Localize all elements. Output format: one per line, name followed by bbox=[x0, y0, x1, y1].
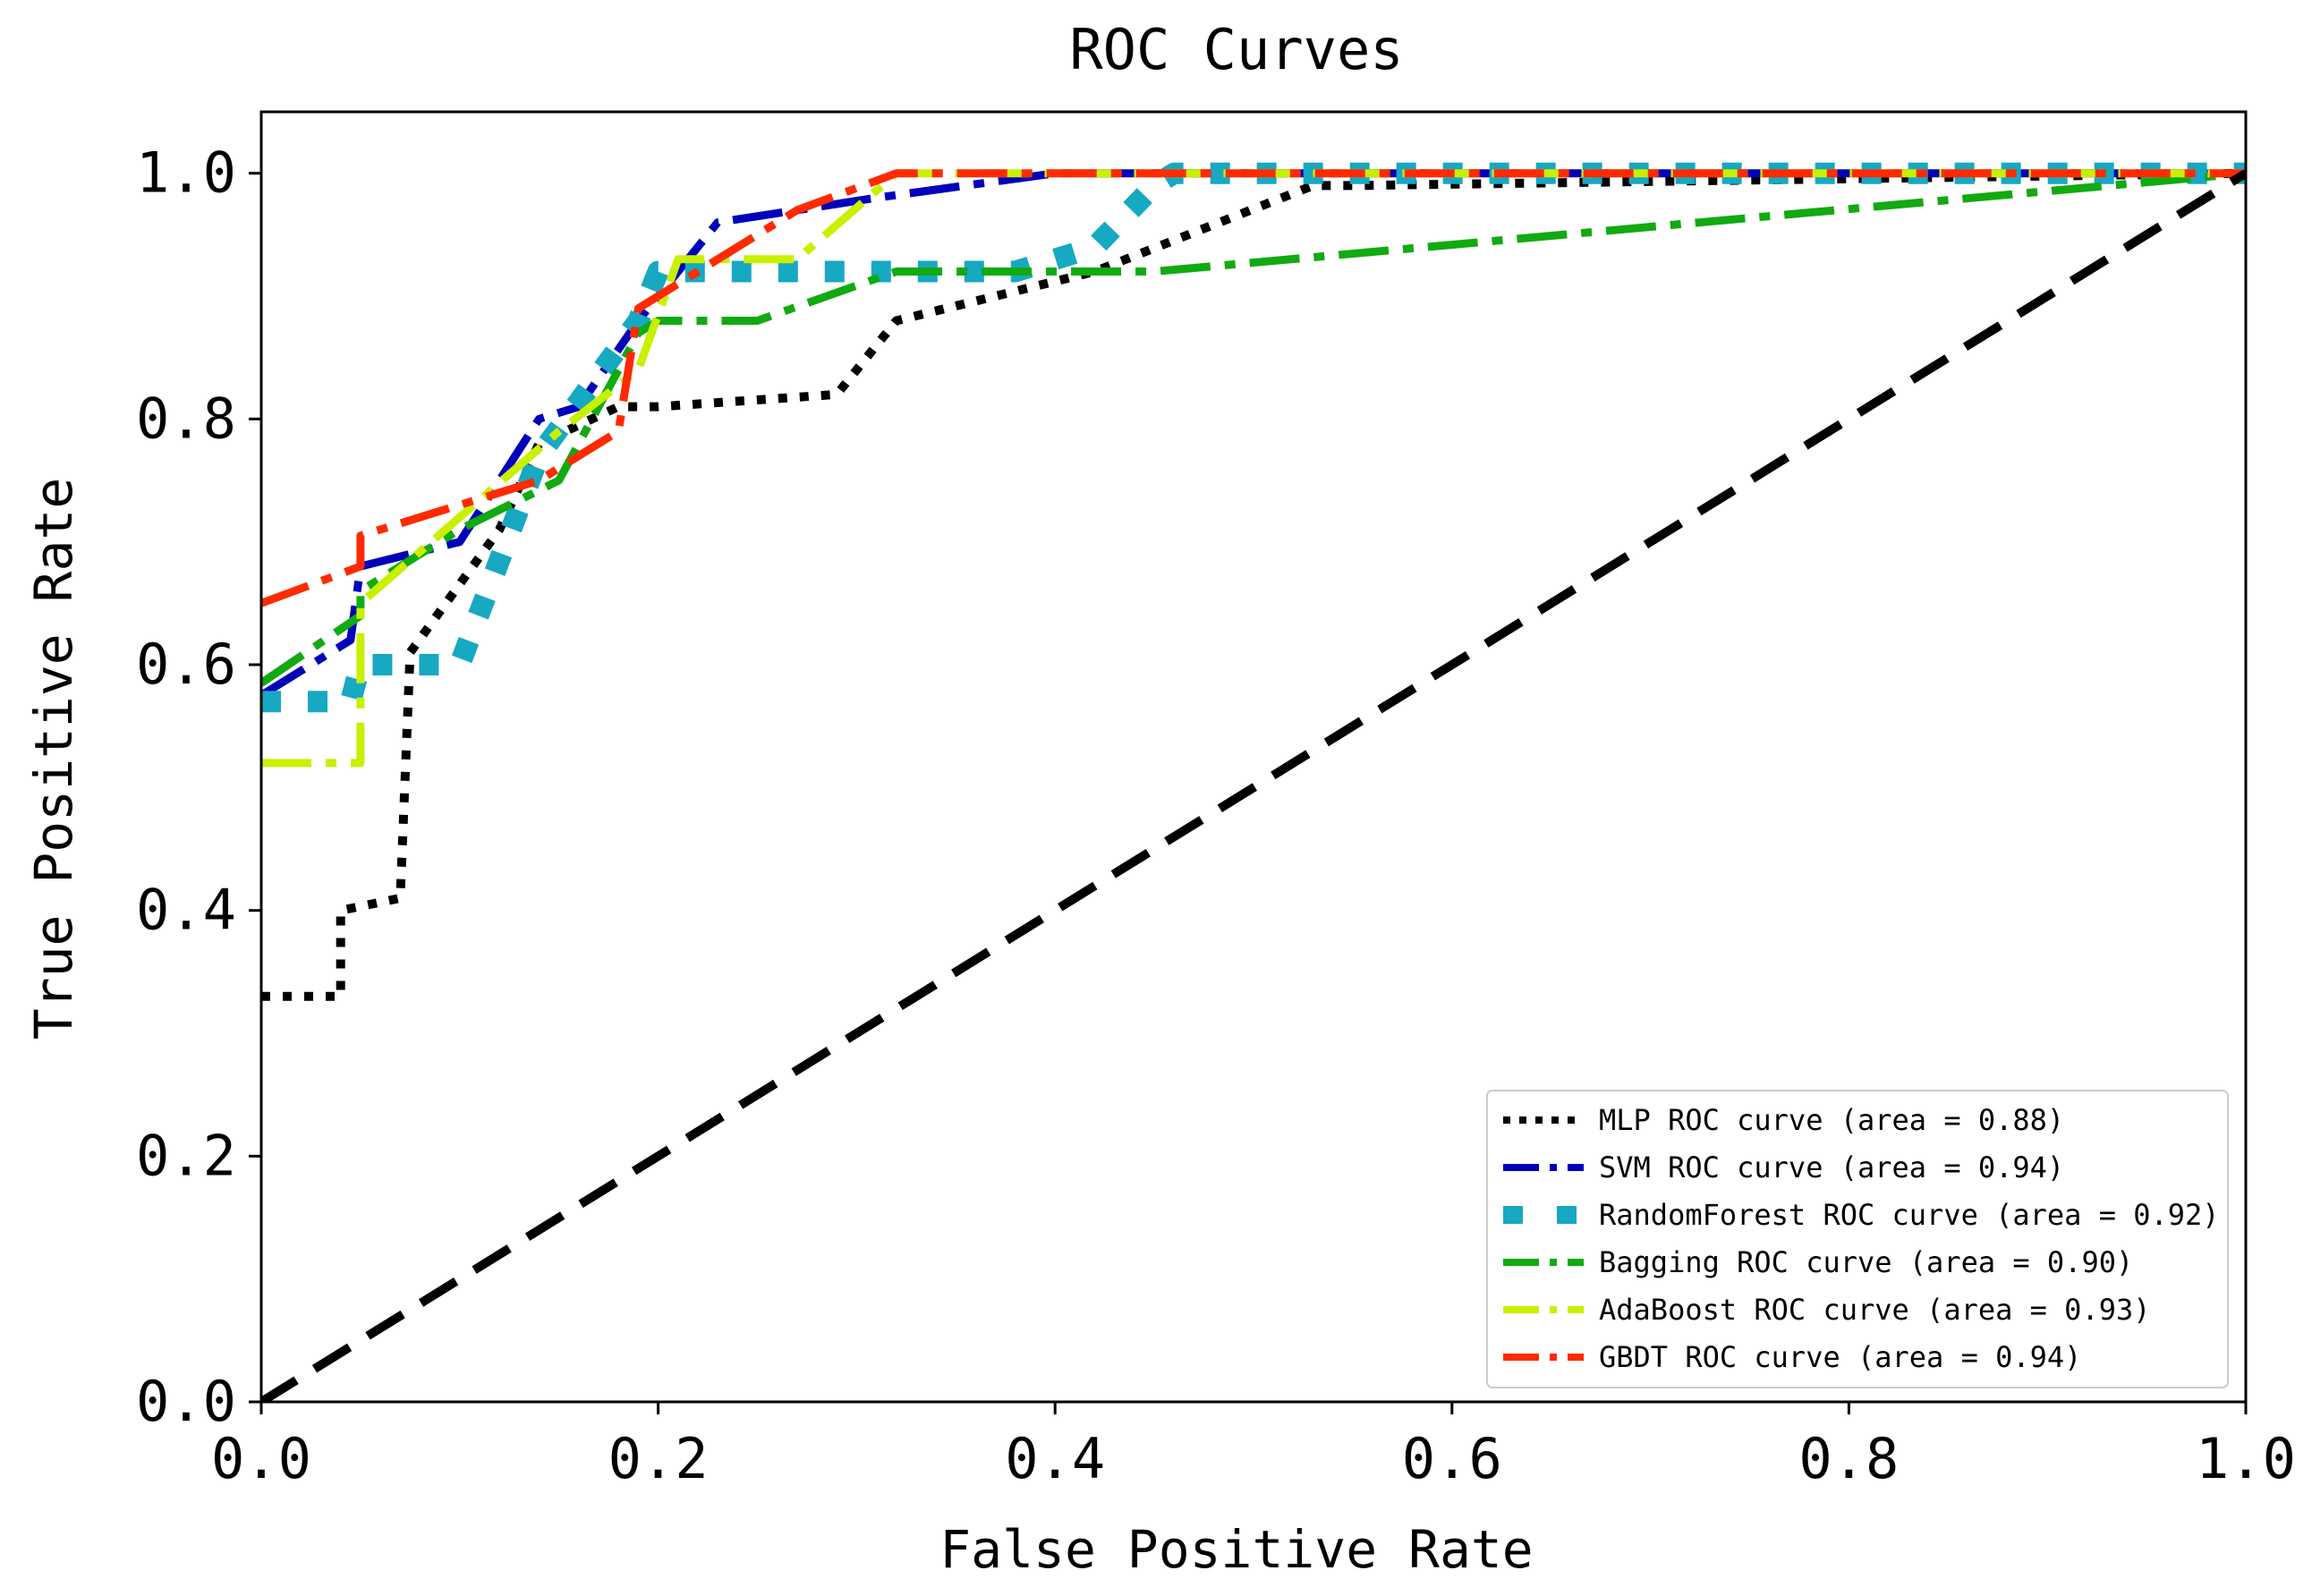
series-line-randomforest bbox=[261, 162, 2246, 713]
series-line-chance bbox=[261, 169, 2246, 1402]
x-tick-label: 0.0 bbox=[211, 1426, 311, 1491]
x-tick-label: 0.4 bbox=[1005, 1426, 1105, 1491]
x-tick-label: 0.6 bbox=[1402, 1426, 1502, 1491]
plot-area bbox=[261, 162, 2246, 1402]
y-tick-label: 0.0 bbox=[136, 1369, 236, 1434]
y-tick-label: 0.6 bbox=[136, 632, 236, 697]
y-axis-label: True Positive Rate bbox=[23, 478, 84, 1040]
legend-label-svm: SVM ROC curve (area = 0.94) bbox=[1599, 1150, 2064, 1184]
axes: 0.0 0.2 0.4 0.6 0.8 1.0 0.0 0.2 0.4 0.6 0.8 1.0 bbox=[136, 110, 2296, 1491]
legend: MLP ROC curve (area = 0.88) SVM ROC curve… bbox=[1486, 1090, 2229, 1388]
y-tick-label: 0.4 bbox=[136, 878, 236, 943]
x-tick-label: 0.8 bbox=[1798, 1426, 1899, 1491]
x-tick-label: 1.0 bbox=[2196, 1426, 2296, 1491]
legend-label-adaboost: AdaBoost ROC curve (area = 0.93) bbox=[1599, 1293, 2151, 1327]
y-tick-label: 1.0 bbox=[136, 140, 236, 206]
y-tick-label: 0.8 bbox=[136, 386, 236, 451]
series-line-gbdt bbox=[261, 169, 2246, 607]
legend-label-randomforest: RandomForest ROC curve (area = 0.92) bbox=[1599, 1198, 2220, 1232]
legend-label-gbdt: GBDT ROC curve (area = 0.94) bbox=[1599, 1340, 2081, 1374]
series-line-adaboost bbox=[261, 169, 2246, 768]
x-tick-label: 0.2 bbox=[608, 1426, 709, 1491]
y-tick-label: 0.2 bbox=[136, 1123, 236, 1188]
legend-label-mlp: MLP ROC curve (area = 0.88) bbox=[1599, 1103, 2064, 1137]
legend-box bbox=[1486, 1090, 2229, 1388]
series-line-mlp bbox=[261, 168, 2246, 1001]
chart-title: ROC Curves bbox=[1069, 17, 1403, 82]
x-axis-label: False Positive Rate bbox=[939, 1519, 1533, 1580]
axes-frame bbox=[259, 110, 2248, 1404]
legend-label-bagging: Bagging ROC curve (area = 0.90) bbox=[1599, 1245, 2133, 1279]
